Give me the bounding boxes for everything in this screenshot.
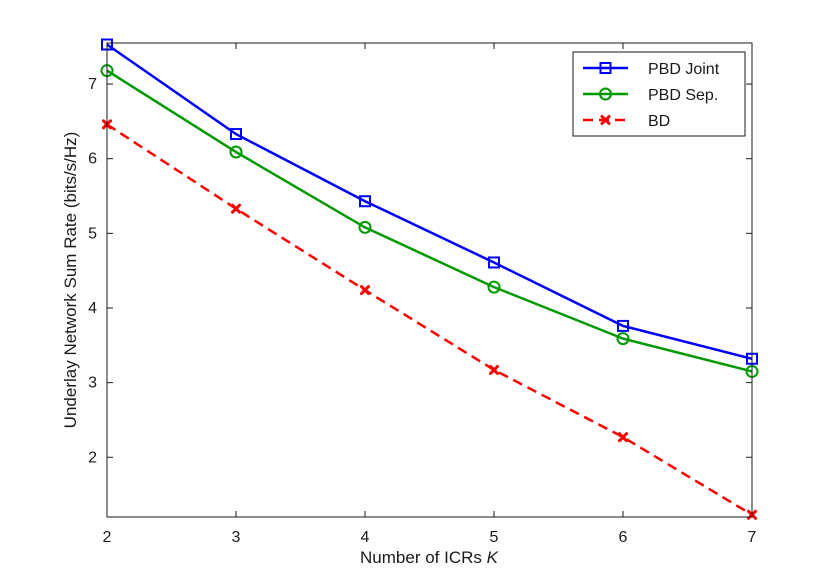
series-line-bd	[106, 123, 753, 516]
x-axis-variable: K	[487, 548, 499, 567]
axis-ticks: 2 3 4 5 6 7 2 3 4 5 6 7	[88, 43, 757, 546]
data-point-pbd-sep	[229, 145, 243, 159]
legend-label: PBD Joint	[648, 61, 720, 78]
y-tick-label: 5	[88, 225, 97, 242]
data-point-bd	[360, 285, 370, 296]
data-point-bd	[231, 203, 241, 214]
data-point-pbd-joint	[617, 319, 629, 332]
series-layer	[100, 38, 759, 520]
y-tick-label: 6	[88, 151, 97, 168]
x-tick-label: 4	[361, 529, 370, 546]
legend-item-pbd-sep: PBD Sep.	[583, 87, 718, 104]
data-point-pbd-sep	[358, 220, 372, 234]
y-tick-label: 7	[88, 76, 97, 93]
legend-item-pbd-joint: PBD Joint	[583, 61, 720, 78]
x-tick-label: 7	[748, 529, 757, 546]
legend-marker	[599, 87, 612, 101]
data-point-bd	[618, 432, 628, 443]
legend-item-bd: BD	[583, 113, 670, 130]
series-line-pbd-sep	[106, 69, 753, 373]
x-tick-label: 3	[232, 529, 241, 546]
data-point-bd	[489, 364, 499, 375]
legend-label: PBD Sep.	[648, 87, 718, 104]
data-point-pbd-sep	[487, 280, 501, 294]
data-point-pbd-sep	[616, 332, 630, 346]
y-tick-label: 2	[88, 449, 97, 466]
data-point-pbd-joint	[359, 195, 371, 208]
x-axis-title: Number of ICRs K	[360, 548, 499, 567]
y-axis-title: Underlay Network Sum Rate (bits/s/Hz)	[61, 132, 80, 429]
data-point-pbd-joint	[488, 256, 500, 269]
x-tick-label: 6	[619, 529, 628, 546]
y-tick-label: 3	[88, 375, 97, 392]
plot-frame	[106, 42, 753, 518]
legend: PBD Joint PBD Sep. BD	[572, 51, 746, 137]
data-point-pbd-joint	[230, 128, 242, 141]
series-line-pbd-joint	[106, 43, 753, 361]
x-tick-label: 2	[103, 529, 112, 546]
y-tick-label: 4	[88, 300, 97, 317]
legend-label: BD	[648, 113, 670, 130]
legend-marker	[600, 115, 611, 125]
series-bd	[102, 119, 757, 520]
x-tick-label: 5	[490, 529, 499, 546]
legend-marker	[599, 62, 612, 74]
